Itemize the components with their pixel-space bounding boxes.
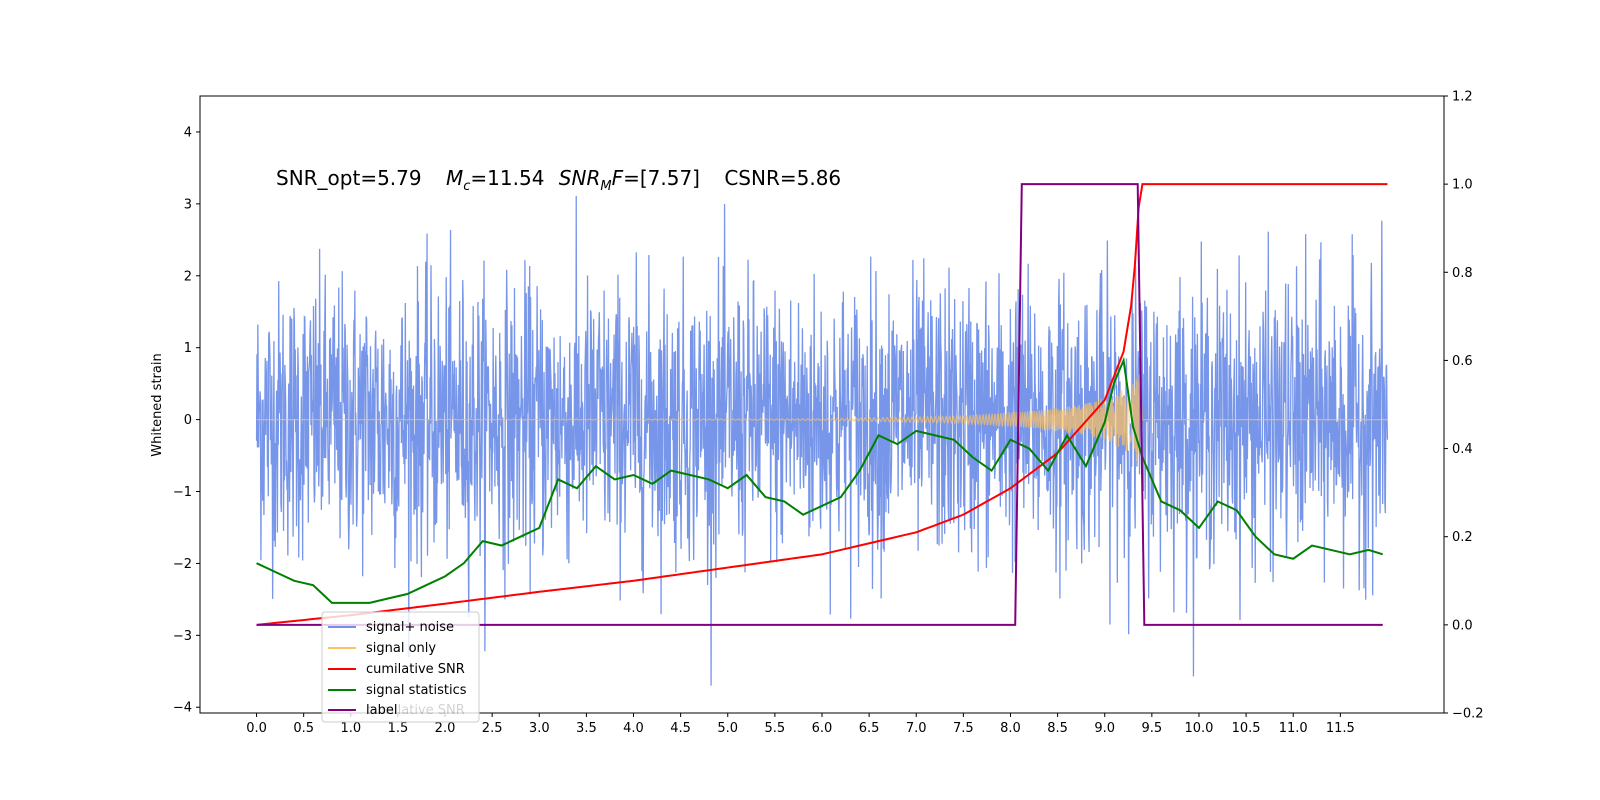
legend-label-signal-noise: signal+ noise [366,620,454,635]
y-right-tick-label: 1.0 [1452,178,1473,193]
chart-annotation: SNR_opt=5.79 Mc=11.54 SNRMF=[7.57] CSNR=… [276,166,841,194]
x-tick-label: 9.0 [1094,721,1115,736]
x-tick-label: 10.0 [1184,721,1213,736]
x-tick-label: 6.5 [859,721,880,736]
y-left-axis: −4 −3 −2 −1 0 1 2 3 4 [173,125,200,716]
x-axis: 0.0 0.5 1.0 1.5 2.0 2.5 3.0 3.5 4.0 4.5 5.0 5.5 6.0 6… [246,713,1355,736]
x-tick-label: 8.0 [1000,721,1021,736]
x-tick-label: 5.5 [765,721,786,736]
x-tick-label: 11.0 [1279,721,1308,736]
y-left-tick-label: 0 [184,413,192,428]
x-tick-label: 7.5 [953,721,974,736]
annotation-mc-symbol: M [446,166,463,190]
x-tick-label: 9.5 [1142,721,1163,736]
x-tick-label: 10.5 [1232,721,1261,736]
x-tick-label: 1.5 [388,721,409,736]
y-left-tick-label: −3 [173,629,192,644]
x-tick-label: 11.5 [1326,721,1355,736]
annotation-csnr: CSNR=5.86 [724,166,841,190]
annotation-mf-symbol-f: F [612,166,624,190]
y-left-tick-label: 2 [184,269,192,284]
annotation-mc-value: =11.54 [470,166,544,190]
series-cumulative-snr [256,183,1388,626]
x-tick-label: 2.5 [482,721,503,736]
y-right-tick-label: 1.2 [1452,90,1473,105]
y-left-tick-label: 3 [184,197,192,212]
x-tick-label: 0.0 [246,721,267,736]
annotation-mf-value: =[7.57] [623,166,700,190]
legend: cumilative SNR signal+ noise signal only… [321,611,480,723]
x-tick-label: 4.0 [623,721,644,736]
x-tick-label: 8.5 [1047,721,1068,736]
legend-label-signal-statistics: signal statistics [366,683,467,698]
annotation-mc-subscript: c [463,179,470,194]
x-tick-label: 0.5 [293,721,314,736]
plot-series [255,183,1389,686]
x-tick-label: 7.0 [906,721,927,736]
y-left-tick-label: 1 [184,341,192,356]
x-tick-label: 3.5 [576,721,597,736]
annotation-mf-subscript: M [600,179,611,194]
x-tick-label: 5.0 [717,721,738,736]
legend-overlap-text: cumilative SNR [366,703,465,718]
x-tick-label: 2.0 [435,721,456,736]
x-tick-label: 4.5 [670,721,691,736]
series-signal-only [256,372,1388,461]
x-tick-label: 1.0 [340,721,361,736]
legend-label-label: label [366,703,397,718]
legend-box [321,611,480,723]
x-tick-label: 6.0 [812,721,833,736]
y-right-tick-label: −0.2 [1452,707,1484,722]
y-right-tick-label: 0.4 [1452,442,1473,457]
legend-label-cumulative-snr: cumilative SNR [366,662,465,677]
y-right-tick-label: 0.0 [1452,618,1473,633]
y-right-axis: −0.2 0.0 0.2 0.4 0.6 0.8 1.0 1.2 [1444,90,1484,722]
y-left-tick-label: −2 [173,557,192,572]
series-signal-statistics [256,356,1384,604]
y-left-tick-label: −1 [173,485,192,500]
y-left-tick-label: −4 [173,701,192,716]
annotation-mf-symbol: SNR [559,166,601,190]
y-right-tick-label: 0.8 [1452,266,1473,281]
y-left-tick-label: 4 [184,125,192,140]
series-label [256,183,1383,626]
y-right-tick-label: 0.2 [1452,530,1473,545]
legend-label-signal-only: signal only [366,641,436,656]
series-signal-noise [255,195,1389,686]
x-tick-label: 3.0 [529,721,550,736]
y-axis-label: Whitened strain [150,353,165,456]
annotation-snr-opt: SNR_opt=5.79 [276,166,422,190]
y-right-tick-label: 0.6 [1452,354,1473,369]
